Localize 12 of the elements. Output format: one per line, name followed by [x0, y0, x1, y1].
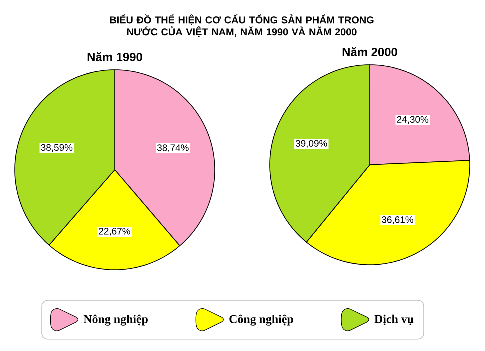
data-label: 38,59%: [41, 144, 73, 152]
chart-title: BIỂU ĐỒ THỂ HIỆN CƠ CẤU TỔNG SẢN PHẨM TRONG NƯỚC CỦA VIỆT NAM, NĂM 1990 VÀ NĂM 2000: [110, 14, 374, 38]
data-label: 38,74%: [157, 144, 189, 152]
data-label: 24,30%: [397, 116, 429, 124]
data-label: 22,67%: [99, 228, 130, 236]
legend-label: Dịch vụ: [374, 314, 414, 326]
legend-label: Nông nghiệp: [84, 314, 148, 326]
legend-label: Công nghiệp: [230, 314, 294, 326]
chart-subtitle: Năm 1990: [88, 52, 142, 62]
data-label: 36,61%: [382, 216, 414, 224]
data-label: 39,09%: [296, 140, 328, 148]
chart-subtitle: Năm 2000: [342, 48, 398, 56]
